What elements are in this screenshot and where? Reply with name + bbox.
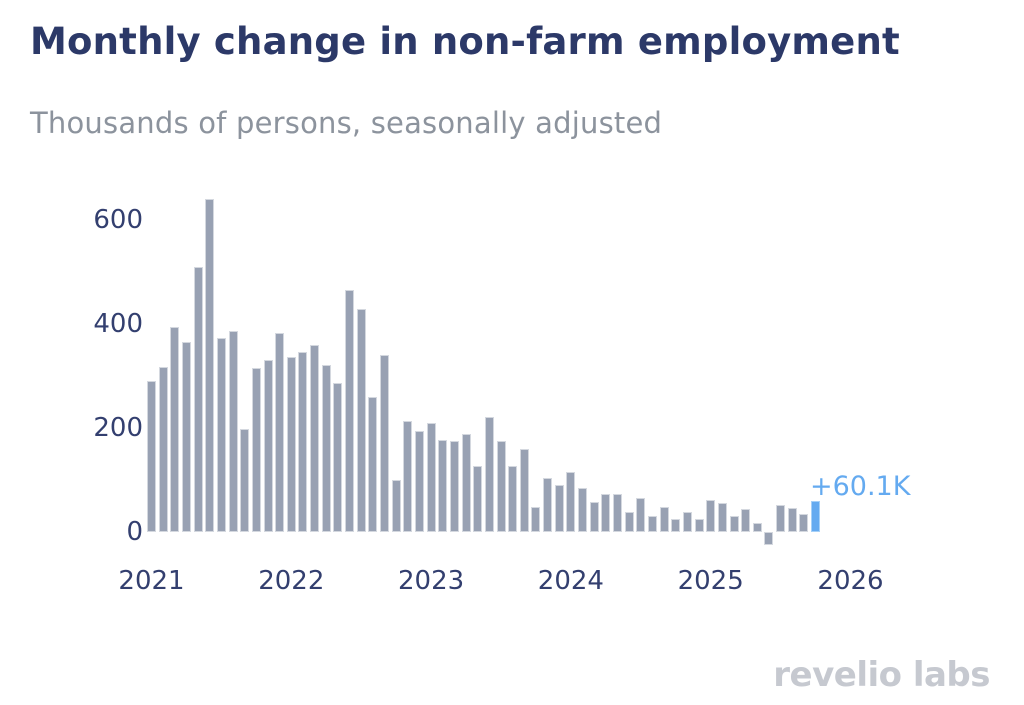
bar[interactable] xyxy=(554,484,564,532)
bar[interactable] xyxy=(345,290,355,532)
logo-text-revelio: reveli xyxy=(773,655,879,695)
bar[interactable] xyxy=(380,354,389,532)
bar[interactable] xyxy=(484,417,494,532)
bar[interactable] xyxy=(624,512,634,532)
bar[interactable] xyxy=(403,421,413,532)
bar[interactable] xyxy=(473,465,483,532)
bar[interactable] xyxy=(694,519,704,532)
bar[interactable] xyxy=(275,332,285,532)
bar[interactable] xyxy=(356,308,366,532)
bar[interactable] xyxy=(391,480,401,532)
x-axis-tick-label: 2021 xyxy=(118,566,185,596)
bar[interactable] xyxy=(682,512,692,532)
bar[interactable] xyxy=(543,478,553,532)
bar[interactable] xyxy=(613,493,622,532)
y-axis-tick-label: 600 xyxy=(93,205,143,235)
revelio-labs-logo: revelio labs xyxy=(773,655,990,695)
bar[interactable] xyxy=(298,351,308,532)
x-axis-tick-label: 2024 xyxy=(537,566,604,596)
latest-value-annotation: +60.1K xyxy=(810,471,911,502)
bar[interactable] xyxy=(158,366,168,532)
logo-text-labs: labs xyxy=(901,655,991,695)
bar[interactable] xyxy=(193,266,203,532)
highlighted-bar[interactable] xyxy=(811,500,821,532)
bar[interactable] xyxy=(799,514,809,532)
bar[interactable] xyxy=(578,488,588,532)
bar[interactable] xyxy=(647,515,657,532)
bar[interactable] xyxy=(333,382,343,532)
logo-o-icon: o xyxy=(878,655,902,695)
bar[interactable] xyxy=(426,423,436,532)
bar[interactable] xyxy=(741,509,751,532)
bar[interactable] xyxy=(368,397,378,532)
bar[interactable] xyxy=(251,368,261,532)
bar[interactable] xyxy=(752,522,762,532)
chart-subtitle: Thousands of persons, seasonally adjuste… xyxy=(30,106,663,140)
bar[interactable] xyxy=(508,465,518,532)
bar[interactable] xyxy=(776,504,786,532)
bar[interactable] xyxy=(659,507,669,532)
bar[interactable] xyxy=(519,449,529,532)
y-axis-tick-label: 0 xyxy=(126,517,143,547)
x-axis-tick-label: 2025 xyxy=(677,566,744,596)
chart-title: Monthly change in non-farm employment xyxy=(30,20,900,63)
bar[interactable] xyxy=(228,330,238,532)
bar[interactable] xyxy=(671,519,681,532)
x-axis-tick-label: 2022 xyxy=(258,566,325,596)
bar[interactable] xyxy=(286,357,296,532)
x-axis-tick-label: 2026 xyxy=(817,566,884,596)
bar[interactable] xyxy=(321,364,331,532)
bar[interactable] xyxy=(240,429,250,532)
bar[interactable] xyxy=(461,433,471,532)
bar[interactable] xyxy=(438,439,448,532)
bar[interactable] xyxy=(147,381,156,532)
x-axis-tick-label: 2023 xyxy=(398,566,465,596)
bar[interactable] xyxy=(589,502,599,532)
bar[interactable] xyxy=(181,342,191,532)
bar[interactable] xyxy=(729,516,739,532)
bar[interactable] xyxy=(764,532,774,545)
bar[interactable] xyxy=(636,498,646,532)
bar[interactable] xyxy=(449,441,459,532)
bar[interactable] xyxy=(216,337,226,532)
bar[interactable] xyxy=(496,441,506,532)
bar[interactable] xyxy=(601,494,611,532)
bar[interactable] xyxy=(310,344,320,532)
bar[interactable] xyxy=(414,431,424,532)
bar[interactable] xyxy=(706,499,716,532)
bar[interactable] xyxy=(531,507,541,532)
y-axis-tick-label: 400 xyxy=(93,309,143,339)
bar[interactable] xyxy=(205,199,215,532)
bar[interactable] xyxy=(717,503,727,532)
bar[interactable] xyxy=(566,471,576,532)
y-axis-tick-label: 200 xyxy=(93,413,143,443)
bar[interactable] xyxy=(170,326,180,532)
bar[interactable] xyxy=(263,360,273,532)
bar[interactable] xyxy=(787,507,797,532)
